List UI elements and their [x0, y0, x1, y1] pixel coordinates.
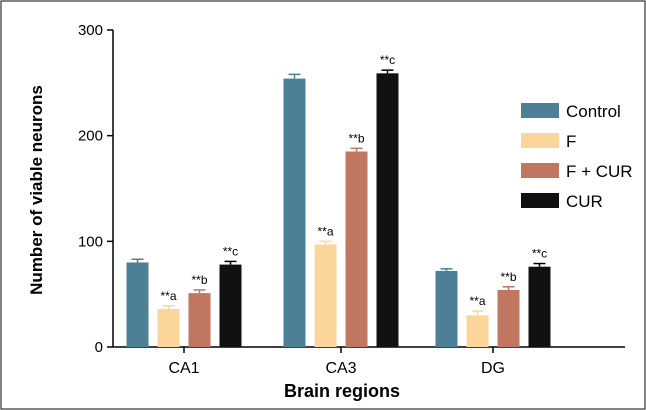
bar: [497, 289, 520, 347]
x-tick-label: CA1: [168, 360, 199, 377]
legend-label-f: F: [566, 132, 576, 151]
significance-label: **c: [532, 247, 547, 261]
x-ticks: CA1 CA3 DG: [168, 347, 505, 377]
x-axis-title: Brain regions: [284, 381, 400, 401]
bar: [157, 308, 180, 347]
legend: Control F F + CUR CUR: [521, 102, 633, 211]
legend-swatch-cur: [521, 193, 559, 208]
y-tick-label: 100: [78, 233, 103, 250]
significance-label: **a: [469, 294, 485, 308]
legend-swatch-control: [521, 103, 559, 118]
y-tick-label: 200: [78, 128, 103, 145]
significance-label: **a: [317, 224, 333, 238]
bar: [188, 293, 211, 347]
bar: [314, 244, 337, 347]
significance-label: **b: [348, 131, 364, 145]
legend-label-f-cur: F + CUR: [566, 162, 633, 181]
bar: [345, 151, 368, 347]
y-axis-title: Number of viable neurons: [27, 85, 46, 295]
legend-swatch-f: [521, 133, 559, 148]
y-tick-label: 300: [78, 22, 103, 39]
bar: [528, 266, 551, 347]
bar: [126, 262, 149, 347]
x-tick-label: CA3: [325, 360, 356, 377]
significance-label: **b: [191, 273, 207, 287]
significance-label: **a: [160, 289, 176, 303]
bar: [466, 315, 489, 347]
legend-swatch-f-cur: [521, 163, 559, 178]
legend-label-cur: CUR: [566, 192, 603, 211]
bar: [283, 78, 306, 348]
x-tick-label: DG: [481, 360, 505, 377]
y-tick-label: 0: [95, 339, 103, 356]
bars: **a **b **c **a **b **c **a **b **c: [126, 53, 551, 348]
bar: [376, 73, 399, 347]
significance-label: **b: [500, 270, 516, 284]
legend-label-control: Control: [566, 102, 621, 121]
y-ticks: 0 100 200 300: [78, 22, 113, 356]
significance-label: **c: [223, 244, 238, 258]
bar: [435, 270, 458, 347]
bar: [219, 264, 242, 347]
significance-label: **c: [380, 53, 395, 67]
